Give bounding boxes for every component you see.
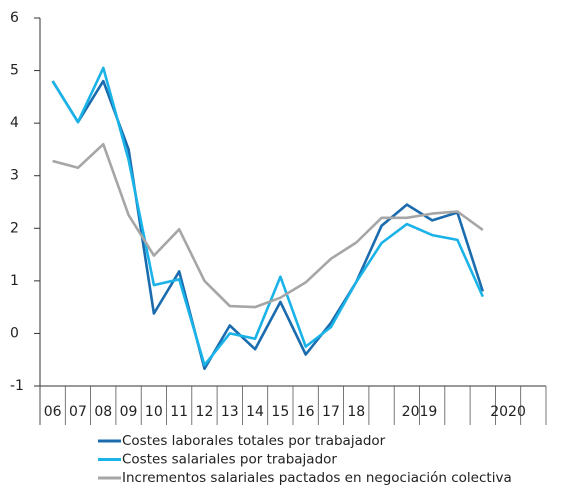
x-tick-label: 12 [196, 404, 214, 420]
legend-label: Incrementos salariales pactados en negoc… [122, 470, 512, 486]
legend-label: Costes laborales totales por trabajador [122, 433, 386, 449]
y-tick-label: 6 [10, 10, 19, 26]
y-tick-label: 5 [10, 63, 19, 79]
series-line [51, 79, 485, 370]
y-tick-label: 0 [10, 325, 19, 341]
x-tick-label: 08 [94, 404, 112, 420]
x-tick-label: 10 [145, 404, 163, 420]
x-tick-label: 16 [297, 404, 315, 420]
x-tick-label: 15 [271, 404, 289, 420]
y-tick-label: 2 [10, 220, 19, 236]
y-tick-label: 4 [10, 115, 19, 131]
y-tick-label: -1 [10, 378, 24, 394]
x-tick-label: 07 [69, 404, 87, 420]
y-tick-label: 1 [10, 273, 19, 289]
x-tick-label: 18 [347, 404, 365, 420]
x-tick-label: 13 [221, 404, 239, 420]
group-label: 2020 [490, 404, 526, 420]
x-tick-label: 11 [170, 404, 188, 420]
legend-label: Costes salariales por trabajador [122, 452, 337, 468]
series-line [52, 142, 484, 309]
x-tick-label: 14 [246, 404, 264, 420]
series-line [51, 66, 484, 367]
y-tick-label: 3 [10, 168, 19, 184]
x-tick-label: 17 [322, 404, 340, 420]
group-label: 2019 [402, 404, 438, 420]
x-tick-label: 06 [44, 404, 62, 420]
x-tick-label: 09 [120, 404, 138, 420]
